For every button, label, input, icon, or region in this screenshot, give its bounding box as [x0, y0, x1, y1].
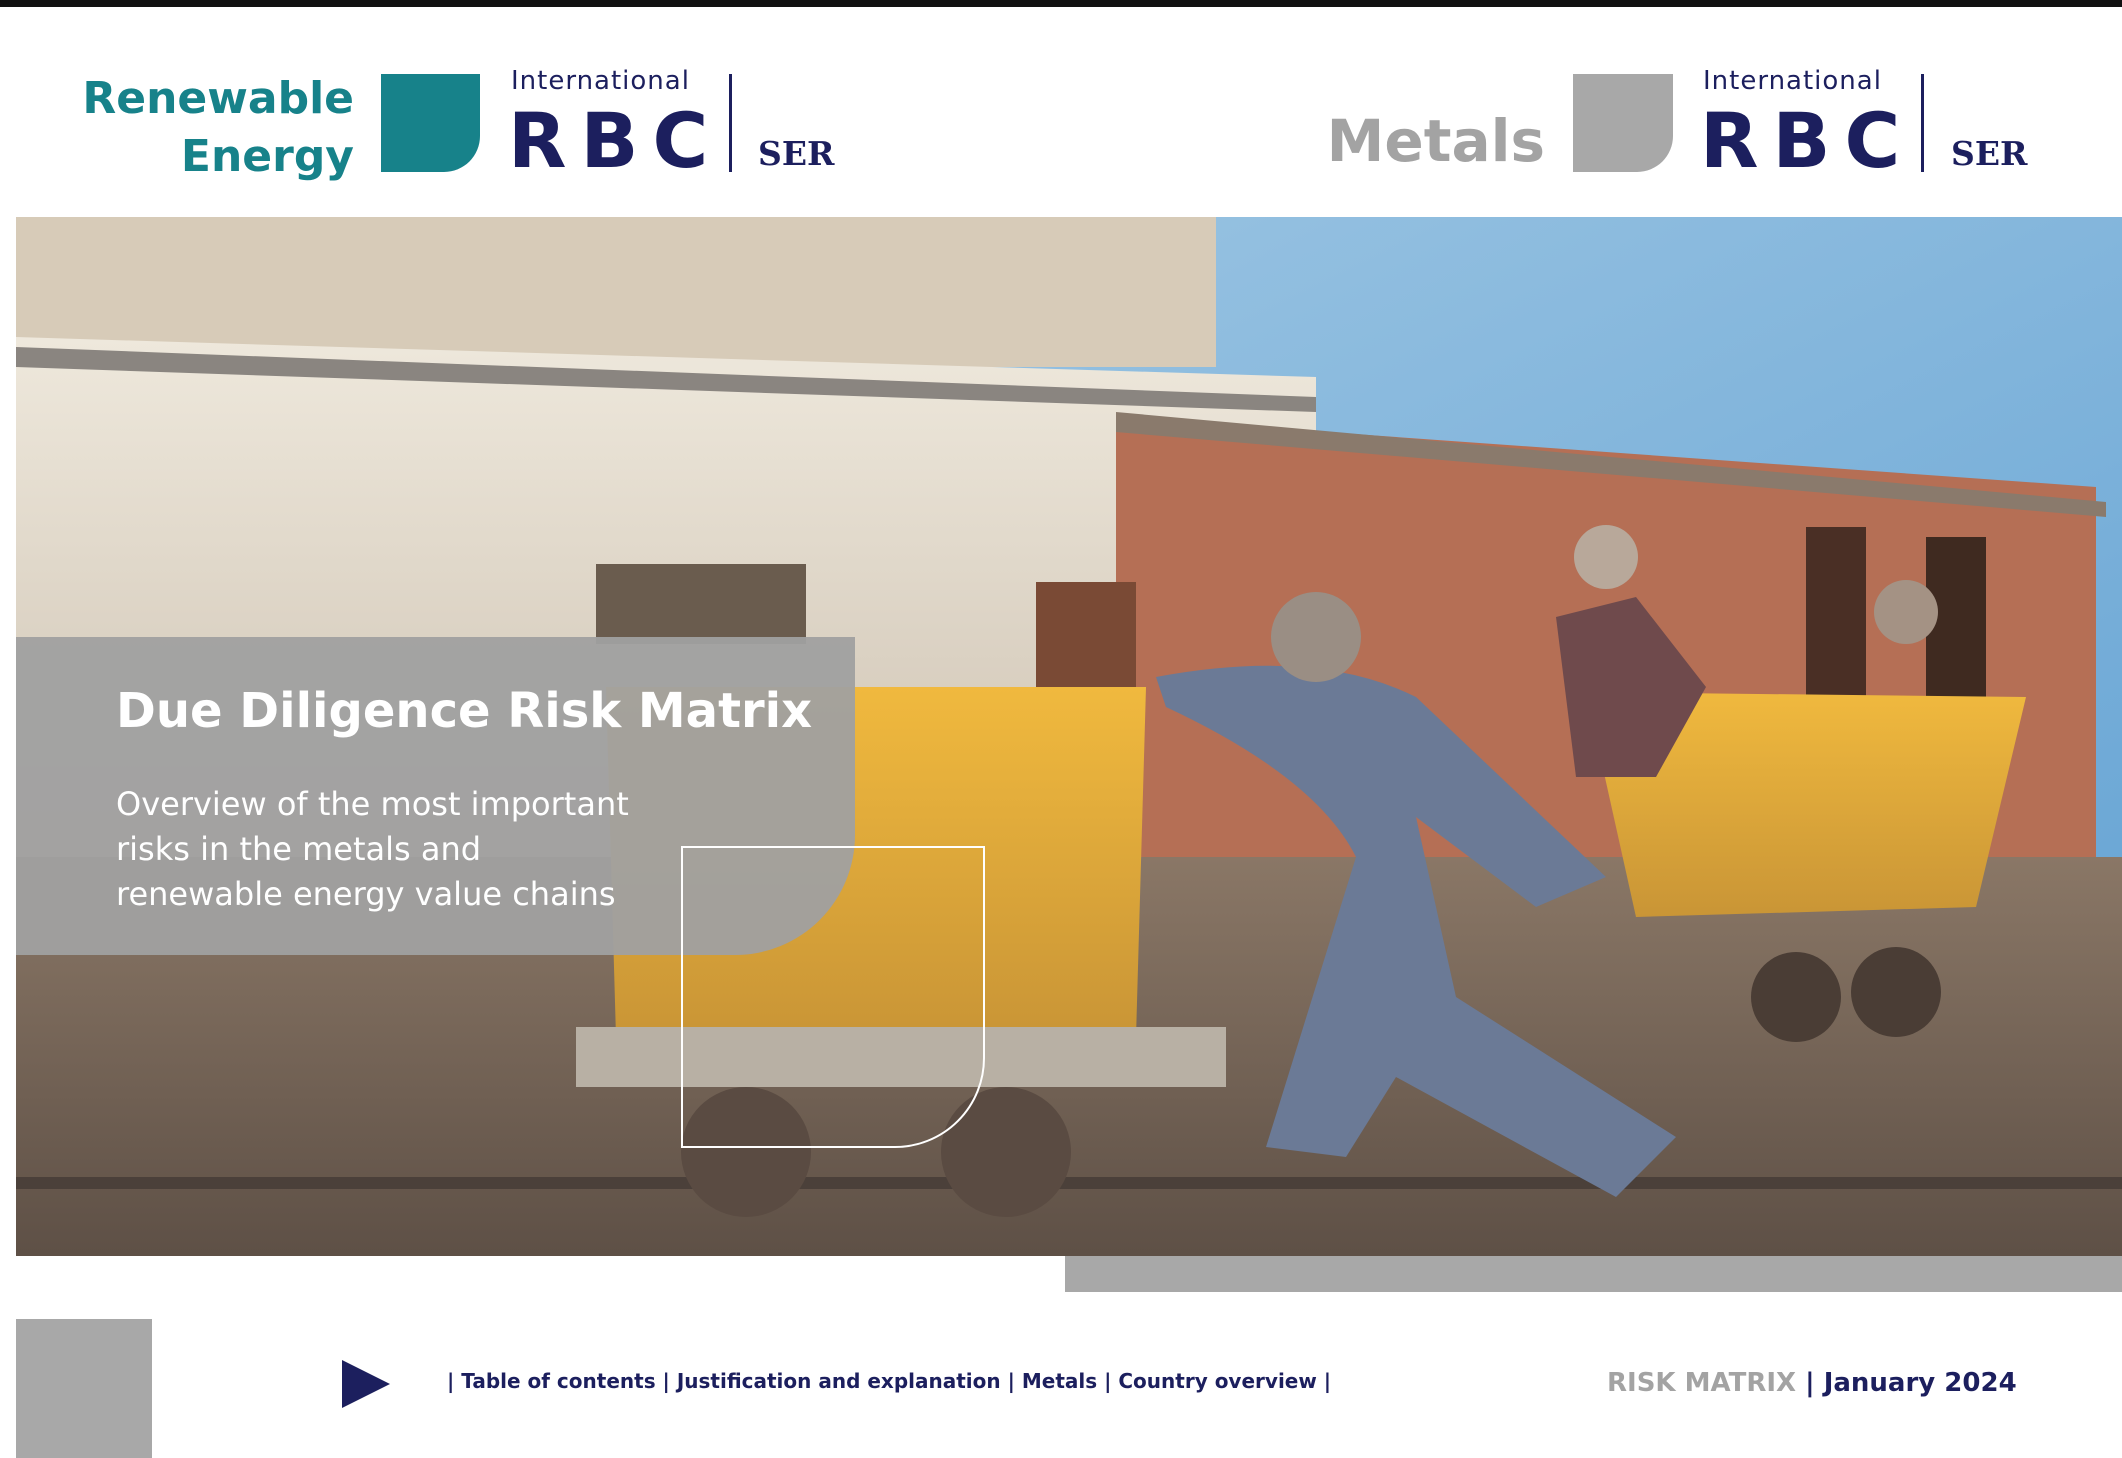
org-side: SER: [1951, 134, 2028, 173]
outline-frame: [681, 846, 985, 1148]
org-top: International: [1703, 66, 1882, 96]
logo-line: Renewable: [82, 73, 354, 124]
logo-shape: [381, 74, 480, 172]
org-main: RBC: [508, 96, 723, 185]
cover-subtitle: Overview of the most important risks in …: [116, 782, 629, 917]
nav-arrow[interactable]: [342, 1360, 390, 1408]
top-edge: [0, 0, 2122, 7]
cover-photo: [16, 217, 2122, 1256]
accent-bar: [1065, 1256, 2122, 1292]
divider: [729, 74, 732, 172]
subtitle-line: risks in the metals and: [116, 830, 482, 868]
metals-logo-text: Metals: [1326, 107, 1545, 175]
logo-shape: [1573, 74, 1673, 172]
footer-label: RISK MATRIX | January 2024: [1607, 1368, 2017, 1398]
org-top: International: [511, 66, 690, 96]
logo-line: Energy: [180, 131, 354, 182]
doc-date: | January 2024: [1805, 1368, 2017, 1398]
renewable-logo-text: Renewable Energy: [82, 70, 354, 186]
org-main: RBC: [1700, 96, 1915, 185]
cover-title: Due Diligence Risk Matrix: [116, 683, 813, 739]
footer-nav[interactable]: | Table of contents | Justification and …: [447, 1369, 1332, 1393]
doc-label: RISK MATRIX: [1607, 1368, 1797, 1398]
org-side: SER: [758, 134, 835, 173]
corner-block: [16, 1319, 152, 1458]
subtitle-line: renewable energy value chains: [116, 875, 616, 913]
subtitle-line: Overview of the most important: [116, 785, 629, 823]
divider: [1921, 74, 1924, 172]
